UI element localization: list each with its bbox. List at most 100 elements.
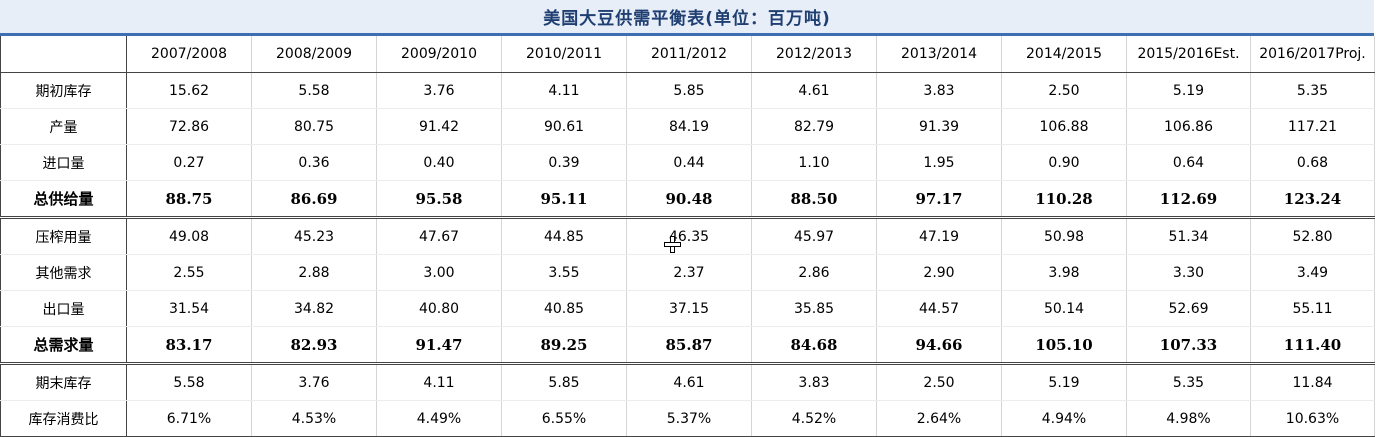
table-cell[interactable]: 37.15 <box>626 290 752 327</box>
table-cell[interactable]: 90.61 <box>501 108 627 145</box>
table-cell[interactable]: 31.54 <box>126 290 252 327</box>
table-cell[interactable]: 72.86 <box>126 108 252 145</box>
table-cell[interactable]: 110.28 <box>1001 180 1127 219</box>
table-cell[interactable]: 47.67 <box>376 217 502 255</box>
table-cell[interactable]: 1.95 <box>876 144 1002 181</box>
table-cell[interactable]: 107.33 <box>1126 326 1251 365</box>
table-cell[interactable]: 83.17 <box>126 326 252 365</box>
table-cell[interactable]: 4.11 <box>376 363 502 401</box>
table-cell[interactable]: 11.84 <box>1250 363 1375 401</box>
table-cell[interactable]: 0.27 <box>126 144 252 181</box>
table-cell[interactable]: 52.69 <box>1126 290 1251 327</box>
table-cell[interactable]: 55.11 <box>1250 290 1375 327</box>
table-cell[interactable]: 106.86 <box>1126 108 1251 145</box>
table-cell[interactable]: 50.98 <box>1001 217 1127 255</box>
table-cell[interactable]: 5.35 <box>1250 72 1375 109</box>
table-cell[interactable]: 3.30 <box>1126 254 1251 291</box>
table-cell[interactable]: 5.35 <box>1126 363 1251 401</box>
table-cell[interactable]: 45.23 <box>251 217 377 255</box>
table-cell[interactable]: 45.97 <box>751 217 877 255</box>
column-header[interactable]: 2011/2012 <box>626 36 752 73</box>
table-cell[interactable]: 44.57 <box>876 290 1002 327</box>
table-cell[interactable]: 95.58 <box>376 180 502 219</box>
corner-cell[interactable] <box>0 36 127 73</box>
column-header[interactable]: 2015/2016Est. <box>1126 36 1251 73</box>
table-cell[interactable]: 0.39 <box>501 144 627 181</box>
row-label[interactable]: 进口量 <box>0 144 127 181</box>
table-cell[interactable]: 40.80 <box>376 290 502 327</box>
column-header[interactable]: 2007/2008 <box>126 36 252 73</box>
table-cell[interactable]: 40.85 <box>501 290 627 327</box>
table-cell[interactable]: 5.85 <box>501 363 627 401</box>
table-cell[interactable]: 111.40 <box>1250 326 1375 365</box>
table-cell[interactable]: 2.64% <box>876 400 1002 437</box>
table-cell[interactable]: 2.55 <box>126 254 252 291</box>
table-cell[interactable]: 47.19 <box>876 217 1002 255</box>
table-cell[interactable]: 0.36 <box>251 144 377 181</box>
row-label[interactable]: 库存消费比 <box>0 400 127 437</box>
table-cell[interactable]: 2.90 <box>876 254 1002 291</box>
table-cell[interactable]: 94.66 <box>876 326 1002 365</box>
table-cell[interactable]: 4.61 <box>751 72 877 109</box>
table-cell[interactable]: 0.68 <box>1250 144 1375 181</box>
table-cell[interactable]: 85.87 <box>626 326 752 365</box>
table-cell[interactable]: 0.44 <box>626 144 752 181</box>
table-cell[interactable]: 3.76 <box>251 363 377 401</box>
row-label[interactable]: 产量 <box>0 108 127 145</box>
table-cell[interactable]: 97.17 <box>876 180 1002 219</box>
table-cell[interactable]: 0.90 <box>1001 144 1127 181</box>
table-cell[interactable]: 112.69 <box>1126 180 1251 219</box>
column-header[interactable]: 2014/2015 <box>1001 36 1127 73</box>
table-cell[interactable]: 82.79 <box>751 108 877 145</box>
table-cell[interactable]: 82.93 <box>251 326 377 365</box>
table-cell[interactable]: 3.49 <box>1250 254 1375 291</box>
table-cell[interactable]: 5.85 <box>626 72 752 109</box>
table-cell[interactable]: 5.37% <box>626 400 752 437</box>
column-header[interactable]: 2016/2017Proj. <box>1250 36 1375 73</box>
column-header[interactable]: 2008/2009 <box>251 36 377 73</box>
table-cell[interactable]: 105.10 <box>1001 326 1127 365</box>
row-label[interactable]: 期初库存 <box>0 72 127 109</box>
table-cell[interactable]: 91.39 <box>876 108 1002 145</box>
table-cell[interactable]: 123.24 <box>1250 180 1375 219</box>
table-cell[interactable]: 52.80 <box>1250 217 1375 255</box>
table-cell[interactable]: 46.35 <box>626 217 752 255</box>
table-cell[interactable]: 2.88 <box>251 254 377 291</box>
row-label[interactable]: 总需求量 <box>0 326 127 365</box>
table-cell[interactable]: 5.58 <box>126 363 252 401</box>
table-cell[interactable]: 4.52% <box>751 400 877 437</box>
row-label[interactable]: 压榨用量 <box>0 217 127 255</box>
table-cell[interactable]: 86.69 <box>251 180 377 219</box>
table-cell[interactable]: 2.50 <box>1001 72 1127 109</box>
table-cell[interactable]: 2.37 <box>626 254 752 291</box>
table-cell[interactable]: 80.75 <box>251 108 377 145</box>
table-cell[interactable]: 6.55% <box>501 400 627 437</box>
table-cell[interactable]: 4.49% <box>376 400 502 437</box>
table-cell[interactable]: 3.98 <box>1001 254 1127 291</box>
table-cell[interactable]: 106.88 <box>1001 108 1127 145</box>
table-cell[interactable]: 35.85 <box>751 290 877 327</box>
column-header[interactable]: 2013/2014 <box>876 36 1002 73</box>
table-cell[interactable]: 91.42 <box>376 108 502 145</box>
table-cell[interactable]: 34.82 <box>251 290 377 327</box>
table-cell[interactable]: 2.50 <box>876 363 1002 401</box>
table-cell[interactable]: 88.50 <box>751 180 877 219</box>
table-cell[interactable]: 4.11 <box>501 72 627 109</box>
table-cell[interactable]: 6.71% <box>126 400 252 437</box>
table-cell[interactable]: 89.25 <box>501 326 627 365</box>
table-cell[interactable]: 91.47 <box>376 326 502 365</box>
table-cell[interactable]: 4.98% <box>1126 400 1251 437</box>
table-cell[interactable]: 51.34 <box>1126 217 1251 255</box>
column-header[interactable]: 2010/2011 <box>501 36 627 73</box>
row-label[interactable]: 其他需求 <box>0 254 127 291</box>
table-cell[interactable]: 95.11 <box>501 180 627 219</box>
table-cell[interactable]: 117.21 <box>1250 108 1375 145</box>
table-cell[interactable]: 3.00 <box>376 254 502 291</box>
row-label[interactable]: 期末库存 <box>0 363 127 401</box>
table-cell[interactable]: 49.08 <box>126 217 252 255</box>
table-cell[interactable]: 3.55 <box>501 254 627 291</box>
table-cell[interactable]: 5.19 <box>1126 72 1251 109</box>
table-cell[interactable]: 1.10 <box>751 144 877 181</box>
table-cell[interactable]: 5.58 <box>251 72 377 109</box>
table-cell[interactable]: 4.94% <box>1001 400 1127 437</box>
